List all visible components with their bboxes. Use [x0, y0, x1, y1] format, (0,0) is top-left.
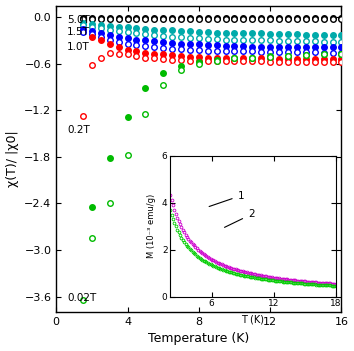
Text: 1.0T: 1.0T	[67, 42, 90, 52]
Text: 5.0T: 5.0T	[67, 14, 90, 25]
Y-axis label: χ(T)/ |χ0|: χ(T)/ |χ0|	[6, 131, 18, 187]
Text: 1.5T: 1.5T	[67, 27, 90, 37]
Text: 0.02T: 0.02T	[67, 293, 96, 303]
Text: 0.2T: 0.2T	[67, 125, 90, 135]
X-axis label: Temperature (K): Temperature (K)	[148, 332, 250, 345]
